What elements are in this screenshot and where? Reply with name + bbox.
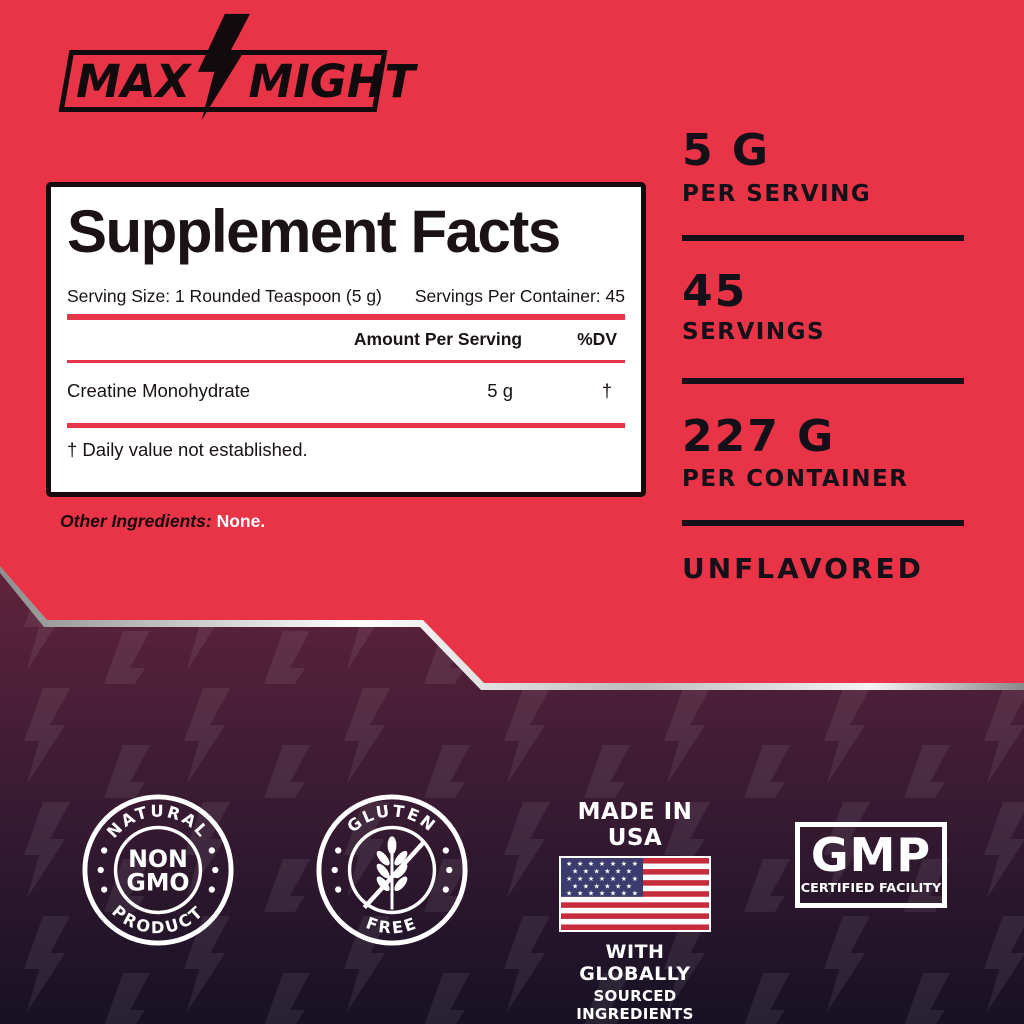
ingredient-name: Creatine Monohydrate <box>67 379 251 401</box>
svg-text:★★★★★★★: ★★★★★★★ <box>566 860 638 868</box>
badge-dots <box>97 847 219 893</box>
gluten-free-arc-bottom: FREE <box>364 913 418 937</box>
usa-flag-icon: ★★★★★★★ ★★★★★★ ★★★★★★★ ★★★★★★ ★★★★★★★ <box>559 856 711 932</box>
gluten-free-badge: GLUTEN FREE <box>316 794 468 946</box>
stat-per-container-value: 227 G <box>682 411 836 462</box>
gmp-badge: GMP CERTIFIED FACILITY <box>795 822 947 908</box>
stat-divider <box>682 520 964 526</box>
made-in-usa-title: MADE IN USA <box>577 799 693 851</box>
servings-per-container: Servings Per Container: 45 <box>414 286 625 306</box>
dv-header: %DV <box>577 329 617 349</box>
highlights-panel: 5 G PER SERVING 45 SERVINGS 227 G PER CO… <box>682 0 964 600</box>
red-rule-mid <box>67 422 625 428</box>
other-ingredients: Other Ingredients: None. <box>60 511 265 532</box>
ingredient-amount: 5 g <box>487 379 513 401</box>
footnote: † Daily value not established. <box>67 438 308 460</box>
brand-logo: MAX MIGHT <box>58 13 415 144</box>
gmp-subtitle: CERTIFIED FACILITY <box>800 881 942 896</box>
made-in-usa-subtitle2: SOURCED INGREDIENTS <box>576 987 694 1023</box>
stat-servings-value: 45 <box>682 266 748 317</box>
other-ingredients-label: Other Ingredients: <box>60 511 212 531</box>
flavor-label: UNFLAVORED <box>682 552 924 585</box>
non-gmo-line1: NON <box>128 845 188 873</box>
svg-text:★★★★★★★: ★★★★★★★ <box>566 875 638 883</box>
svg-text:★★★★★★★: ★★★★★★★ <box>566 890 638 898</box>
table-header-row: Amount Per Serving %DV <box>67 328 625 350</box>
logo-text: MAX MIGHT <box>76 13 416 121</box>
panel-title: Supplement Facts <box>67 198 561 265</box>
table-row: Creatine Monohydrate 5 g † <box>67 379 625 403</box>
serving-row: Serving Size: 1 Rounded Teaspoon (5 g) S… <box>67 285 625 307</box>
stat-divider <box>682 378 964 384</box>
ingredient-dv: † <box>601 379 613 401</box>
lightning-bolt-icon <box>198 13 251 121</box>
supplement-facts-panel: Supplement Facts Serving Size: 1 Rounded… <box>46 182 646 497</box>
stat-per-serving-label: PER SERVING <box>682 181 872 207</box>
badge-dots <box>331 847 453 893</box>
gmp-title: GMP <box>810 828 932 882</box>
serving-size: Serving Size: 1 Rounded Teaspoon (5 g) <box>67 286 382 306</box>
stat-divider <box>682 235 964 241</box>
amount-per-serving-header: Amount Per Serving <box>353 329 523 349</box>
other-ingredients-value: None. <box>216 511 266 531</box>
stat-per-serving-value: 5 G <box>682 125 771 176</box>
red-rule-thick <box>67 314 625 320</box>
stat-servings-label: SERVINGS <box>682 319 826 345</box>
brand-name-part1: MAX <box>76 54 191 108</box>
non-gmo-badge: NATURAL PRODUCT NON GMO <box>82 794 234 946</box>
made-in-usa-badge: MADE IN USA ★★★★★★★ ★★★★★★ ★★★★★★★ ★★★★★… <box>552 799 718 1023</box>
wheat-slash-icon <box>362 836 426 910</box>
non-gmo-line2: GMO <box>126 869 189 897</box>
red-rule-thin <box>67 360 625 363</box>
stat-per-container-label: PER CONTAINER <box>682 466 909 492</box>
svg-text:FREE: FREE <box>364 913 421 937</box>
made-in-usa-subtitle1: WITH GLOBALLY <box>579 941 691 985</box>
brand-name-part2: MIGHT <box>248 54 416 108</box>
